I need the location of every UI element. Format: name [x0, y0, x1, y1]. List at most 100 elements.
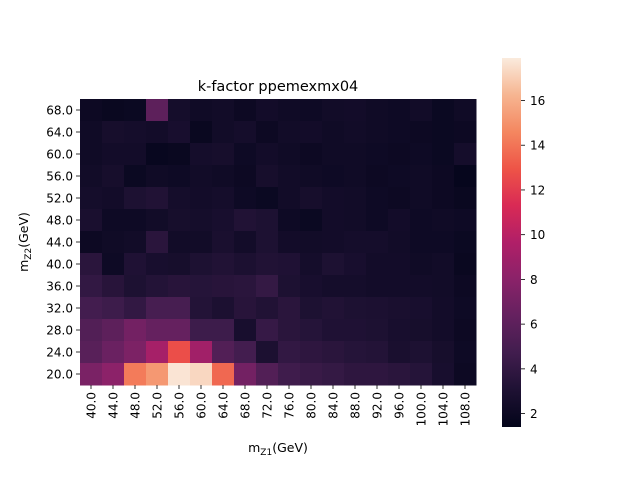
heatmap-cell [322, 187, 345, 210]
heatmap-cell [388, 143, 411, 166]
heatmap-cell [366, 121, 389, 144]
heatmap-cell [102, 275, 125, 298]
heatmap-cell [212, 319, 235, 342]
heatmap-cell [212, 165, 235, 188]
heatmap-cell [146, 297, 169, 320]
heatmap-cell [454, 165, 477, 188]
heatmap-cell [234, 275, 257, 298]
heatmap-cell [234, 209, 257, 232]
heatmap-cell [322, 99, 345, 122]
heatmap-cell [190, 209, 213, 232]
heatmap-cell [454, 143, 477, 166]
heatmap-cell [344, 121, 367, 144]
heatmap-cell [146, 253, 169, 276]
colorbar-tick-label: 8 [530, 273, 538, 287]
heatmap-cell [278, 275, 301, 298]
heatmap-cell [300, 165, 323, 188]
heatmap-cell [102, 341, 125, 364]
x-tick-label: 88.0 [349, 392, 363, 419]
heatmap-cell [124, 297, 147, 320]
heatmap-cell [234, 121, 257, 144]
heatmap-cell [366, 297, 389, 320]
heatmap-cell [256, 253, 279, 276]
heatmap-cell [278, 99, 301, 122]
heatmap-cell [322, 231, 345, 254]
colorbar-axis: 2 4 6 8 10 12 14 16 [521, 94, 545, 421]
heatmap-cell [124, 99, 147, 122]
heatmap-cell [344, 341, 367, 364]
heatmap-cells [80, 99, 477, 386]
x-tick-label: 60.0 [195, 392, 209, 419]
heatmap-cell [146, 341, 169, 364]
heatmap-cell [432, 209, 455, 232]
heatmap-cell [410, 99, 433, 122]
heatmap-cell [410, 297, 433, 320]
heatmap-cell [234, 231, 257, 254]
heatmap-cell [80, 319, 103, 342]
heatmap-cell [168, 341, 191, 364]
heatmap-cell [344, 253, 367, 276]
heatmap-cell [278, 165, 301, 188]
heatmap-cell [410, 231, 433, 254]
heatmap-cell [168, 121, 191, 144]
heatmap-cell [212, 187, 235, 210]
heatmap-cell [344, 187, 367, 210]
heatmap-cell [124, 143, 147, 166]
heatmap-cell [212, 297, 235, 320]
heatmap-cell [366, 187, 389, 210]
heatmap-cell [124, 231, 147, 254]
heatmap-cell [300, 143, 323, 166]
heatmap-cell [366, 363, 389, 386]
heatmap-cell [102, 297, 125, 320]
heatmap-cell [102, 231, 125, 254]
heatmap-cell [388, 209, 411, 232]
heatmap-cell [300, 121, 323, 144]
heatmap-cell [366, 99, 389, 122]
heatmap-cell [168, 143, 191, 166]
heatmap-cell [80, 165, 103, 188]
heatmap-cell [432, 231, 455, 254]
heatmap-cell [168, 363, 191, 386]
heatmap-cell [366, 209, 389, 232]
heatmap-cell [168, 99, 191, 122]
y-tick-label: 24.0 [46, 346, 73, 360]
heatmap-cell [410, 253, 433, 276]
heatmap-cell [454, 99, 477, 122]
heatmap-cell [146, 187, 169, 210]
x-tick-label: 92.0 [371, 392, 385, 419]
x-tick-label: 56.0 [173, 392, 187, 419]
heatmap-cell [344, 165, 367, 188]
heatmap-cell [146, 275, 169, 298]
heatmap-cell [454, 363, 477, 386]
colorbar-tick-label: 16 [530, 94, 545, 108]
heatmap-cell [454, 253, 477, 276]
heatmap-cell [146, 319, 169, 342]
y-tick-label: 48.0 [46, 214, 73, 228]
heatmap-cell [410, 121, 433, 144]
x-tick-label: 68.0 [239, 392, 253, 419]
heatmap-cell [300, 231, 323, 254]
heatmap-cell [190, 297, 213, 320]
heatmap-cell [256, 143, 279, 166]
heatmap-cell [410, 165, 433, 188]
heatmap-cell [454, 209, 477, 232]
heatmap-cell [256, 231, 279, 254]
heatmap-cell [322, 143, 345, 166]
heatmap-cell [212, 231, 235, 254]
heatmap-cell [124, 253, 147, 276]
heatmap-cell [146, 231, 169, 254]
x-tick-label: 96.0 [393, 392, 407, 419]
heatmap-cell [410, 275, 433, 298]
x-tick-label: 104.0 [437, 392, 451, 426]
heatmap-cell [190, 253, 213, 276]
heatmap-cell [80, 121, 103, 144]
heatmap-cell [168, 275, 191, 298]
heatmap-cell [454, 187, 477, 210]
heatmap-cell [388, 121, 411, 144]
x-tick-label: 48.0 [129, 392, 143, 419]
heatmap-cell [388, 187, 411, 210]
heatmap-cell [454, 341, 477, 364]
y-tick-label: 68.0 [46, 104, 73, 118]
heatmap-cell [344, 231, 367, 254]
